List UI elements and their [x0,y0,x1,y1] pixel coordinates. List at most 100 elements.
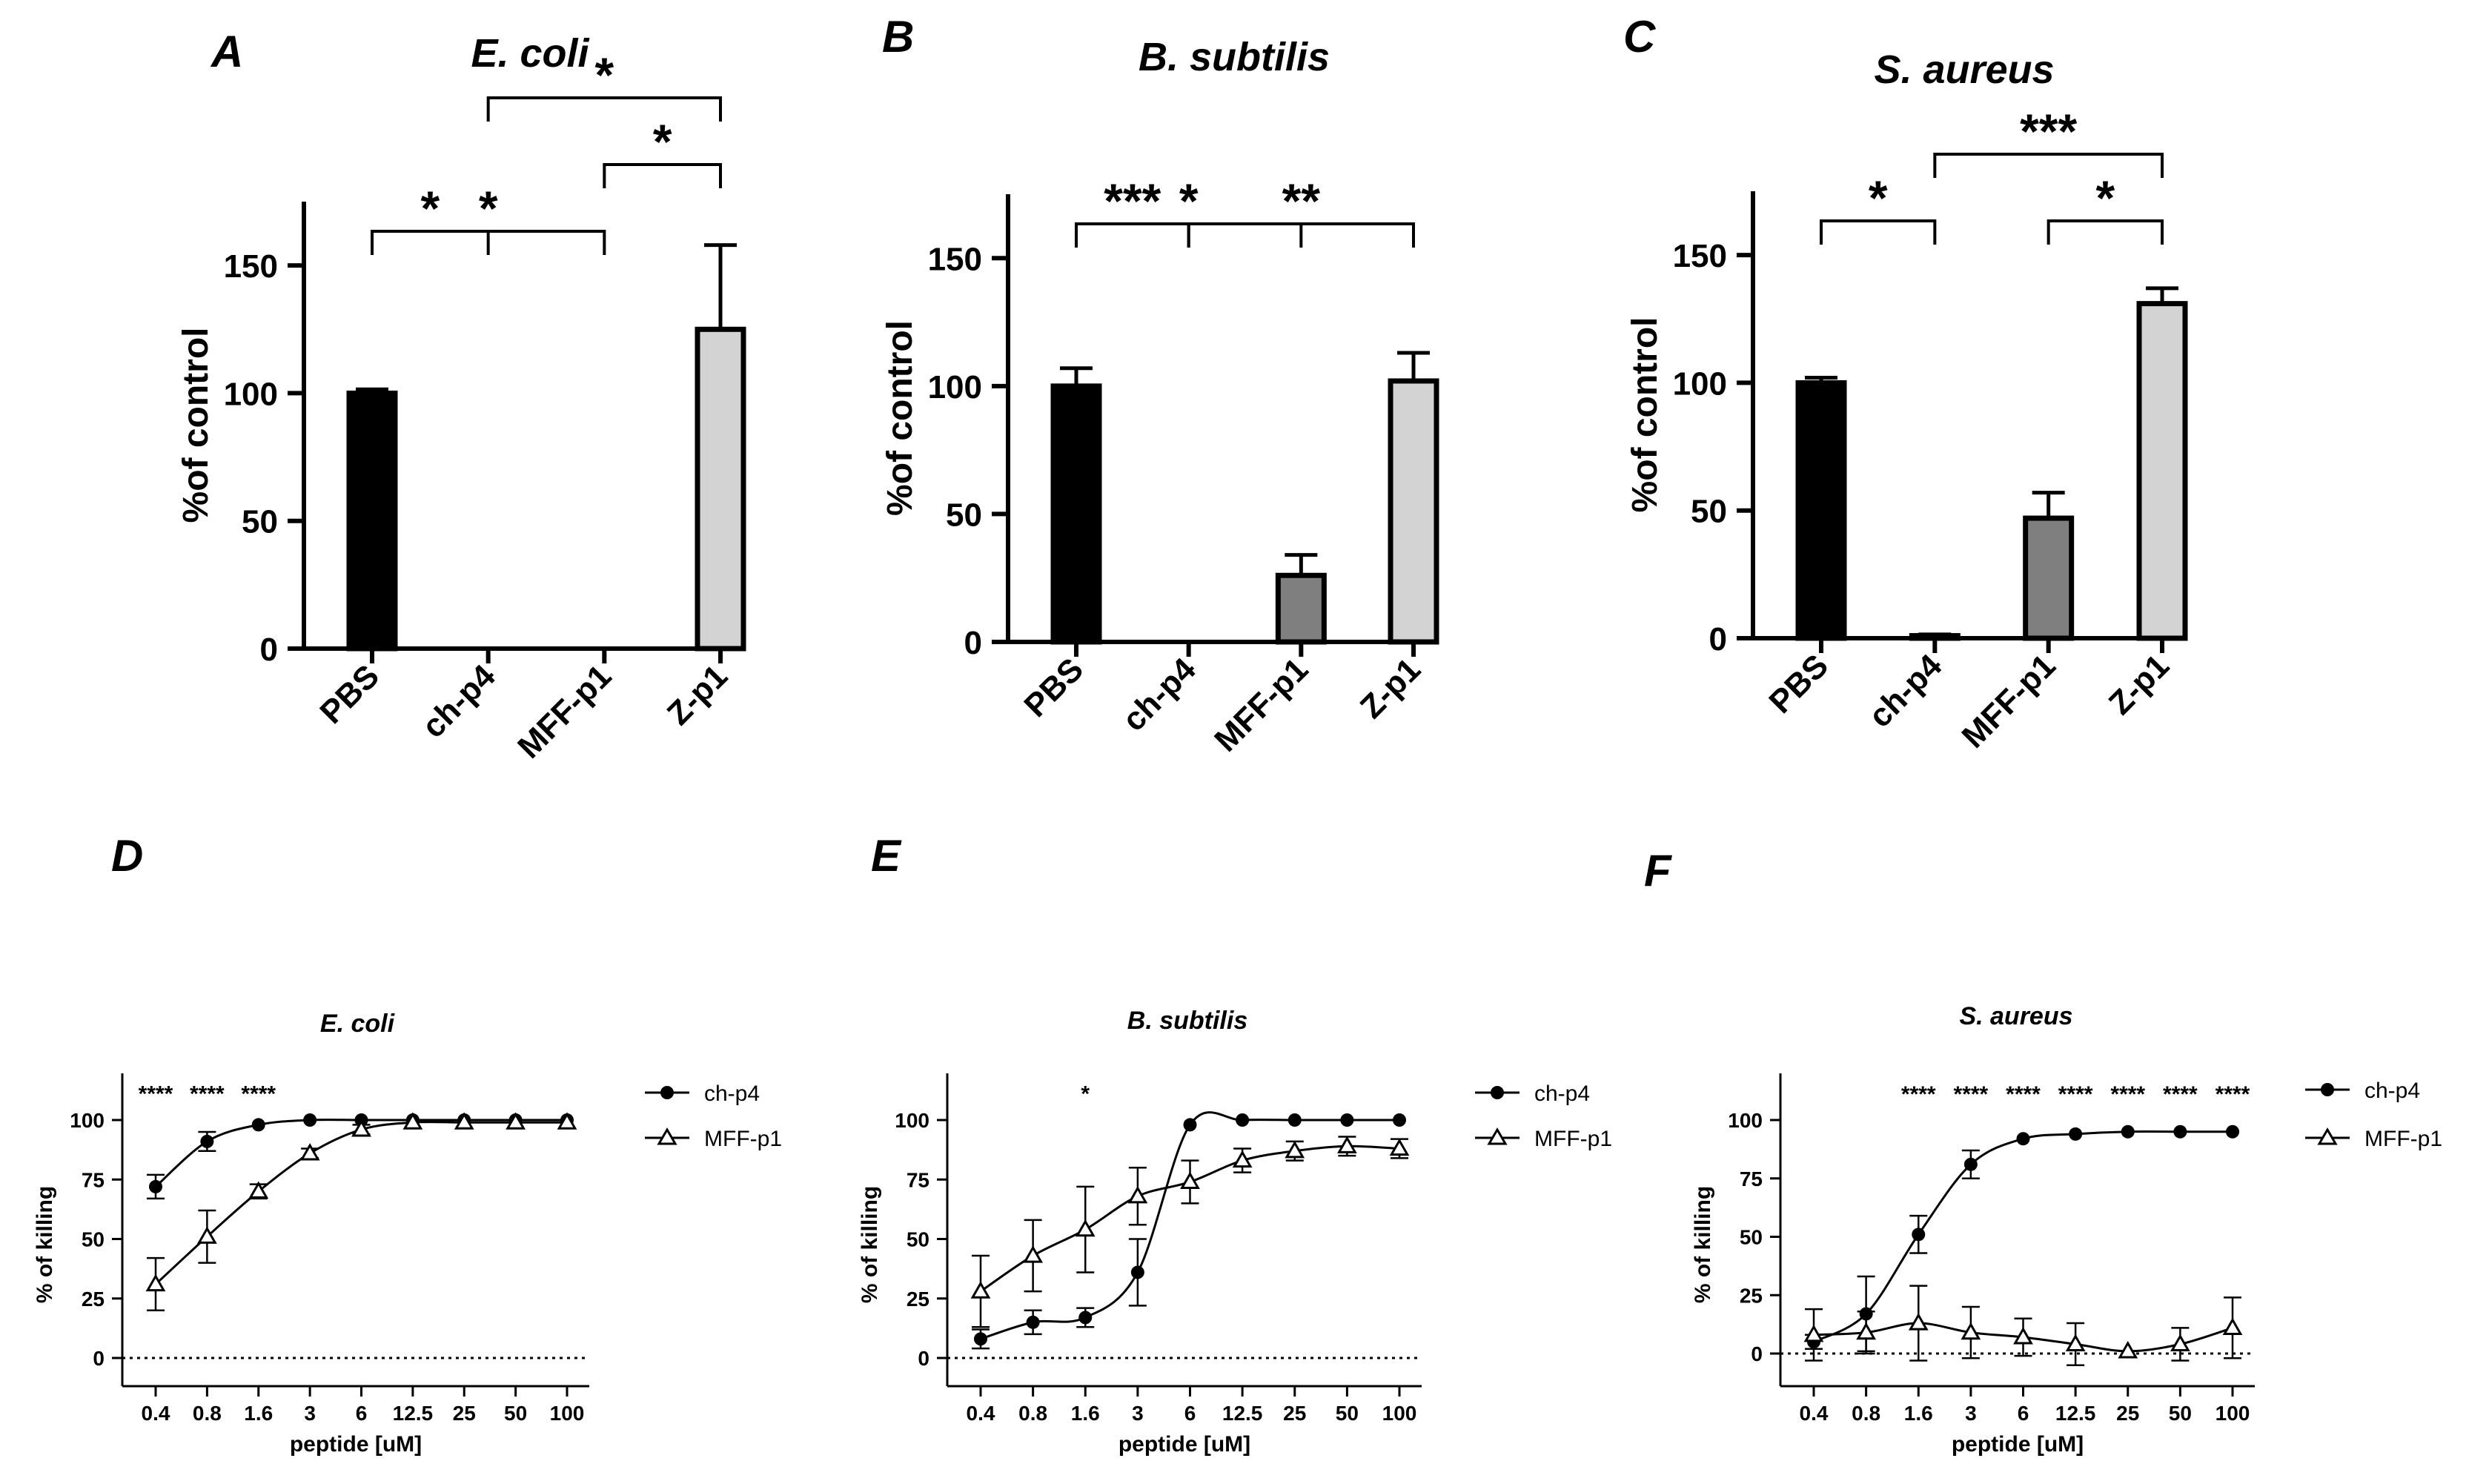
panel-letter: D [111,831,143,881]
data-point-MFF-p1 [2222,1317,2243,1335]
significance-bracket [371,230,606,255]
bar-panel-c: C S. aureus 0 50 100 150 %of control PBS ch-p4 MF… [1623,12,2188,755]
y-tick-label: 100 [1728,1109,1763,1132]
x-tick-label: MFF-p1 [1207,651,1315,758]
y-tick-label: 75 [907,1168,929,1191]
x-tick-label: 6 [356,1402,368,1425]
significance-label: * [1869,170,1888,225]
data-point-MFF-p1 [970,1281,991,1299]
legend-label: ch-p4 [704,1081,760,1106]
y-tick-label: 150 [928,241,982,277]
x-tick-label: 12.5 [2055,1402,2096,1425]
x-tick-label: ch-p4 [1862,647,1949,735]
x-axis-label: peptide [uM] [290,1432,422,1457]
panel-title: S. aureus [1874,47,2054,92]
y-axis-label: % of killing [858,1186,882,1303]
data-point-MFF-p1 [2013,1327,2033,1345]
data-point-MFF-p1 [196,1226,217,1244]
legend-marker [2321,1083,2334,1096]
data-point-MFF-p1 [557,1112,577,1130]
significance-label: **** [2163,1082,2198,1107]
x-tick-label: 100 [550,1402,585,1425]
x-tick-label: 12.5 [393,1402,434,1425]
series-line-ch-p4 [980,1111,1399,1340]
x-tick-label: Z-p1 [1353,651,1428,725]
legend-label: ch-p4 [2364,1079,2420,1103]
x-tick-label: 0.8 [1018,1402,1047,1425]
data-point-MFF-p1 [402,1112,423,1130]
significance-label: * [2095,170,2115,225]
x-tick-label: 1.6 [244,1402,273,1425]
x-tick-label: 50 [1336,1402,1359,1425]
data-point-MFF-p1 [2170,1334,2190,1351]
y-tick-label: 100 [70,1109,105,1132]
y-tick-label: 0 [260,632,278,668]
data-point-MFF-p1 [1075,1219,1096,1237]
x-tick-label: PBS [1017,651,1090,724]
x-tick-label: 0.8 [193,1402,222,1425]
legend-label: MFF-p1 [2364,1127,2442,1151]
x-tick-label: Z-p1 [2102,647,2176,721]
x-tick-label: 6 [1184,1402,1196,1425]
significance-label: * [1179,173,1199,228]
legend-label: ch-p4 [1534,1081,1590,1106]
y-tick-label: 50 [946,497,982,533]
x-tick-label: 1.6 [1904,1402,1933,1425]
significance-label: * [420,181,440,236]
data-point-ch-p4 [1340,1113,1354,1127]
y-tick-label: 0 [964,625,982,661]
data-point-ch-p4 [2016,1132,2030,1146]
x-tick-label: Z-p1 [660,657,735,732]
significance-label: **** [190,1081,225,1106]
significance-bracket [1820,219,1937,245]
significance-label: **** [1954,1082,1989,1107]
data-point-MFF-p1 [351,1119,371,1137]
bar [1050,383,1102,645]
y-axis-label: %of control [1625,317,1665,513]
panel-letter: B [882,12,914,62]
panel-title: E. coli [471,31,589,76]
x-tick-label: 6 [2018,1402,2029,1425]
panel-title: B. subtilis [1139,35,1330,79]
legend-marker [1491,1086,1504,1099]
series-line-MFF-p1 [154,1120,567,1285]
data-point-MFF-p1 [1232,1150,1253,1168]
x-tick-label: 0.4 [142,1402,170,1425]
data-point-ch-p4 [2069,1127,2083,1141]
x-tick-label: ch-p4 [415,657,503,745]
bar [1275,572,1327,645]
significance-bracket [1933,153,2164,178]
significance-label: **** [241,1081,276,1106]
legend-label: MFF-p1 [1534,1127,1612,1151]
line-panel-d: D E. coli 0 25 50 75 100 % of killing peptide [u… [33,831,782,1457]
data-point-ch-p4 [149,1179,162,1193]
data-point-MFF-p1 [1908,1313,1929,1331]
bar-panel-b: B B. subtilis 0 50 100 150 %of control PBS ch-p4… [881,12,1439,759]
panel-letter: A [210,27,243,76]
y-tick-label: 0 [1709,621,1727,657]
x-tick-label: MFF-p1 [1955,647,2062,755]
significance-label: **** [2110,1082,2145,1107]
significance-label: **** [139,1081,173,1106]
y-axis-label: % of killing [1691,1186,1715,1303]
data-point-ch-p4 [1183,1118,1197,1132]
data-point-MFF-p1 [248,1181,269,1199]
x-tick-label: 25 [2116,1402,2139,1425]
x-tick-label: 50 [2169,1402,2192,1425]
data-point-ch-p4 [1026,1315,1040,1329]
y-tick-label: 75 [82,1168,105,1191]
data-point-MFF-p1 [454,1112,474,1130]
data-point-MFF-p1 [1856,1322,1877,1340]
panel-title: E. coli [320,1010,396,1038]
x-tick-label: 0.8 [1852,1402,1880,1425]
y-tick-label: 100 [224,376,278,412]
data-point-MFF-p1 [506,1112,526,1130]
data-point-MFF-p1 [1336,1136,1357,1153]
y-tick-label: 150 [224,248,278,285]
significance-label: **** [2058,1082,2093,1107]
data-point-MFF-p1 [1389,1138,1410,1156]
data-point-ch-p4 [303,1113,317,1127]
y-tick-label: 75 [1740,1167,1763,1190]
bar [695,326,746,652]
data-point-ch-p4 [200,1134,214,1148]
